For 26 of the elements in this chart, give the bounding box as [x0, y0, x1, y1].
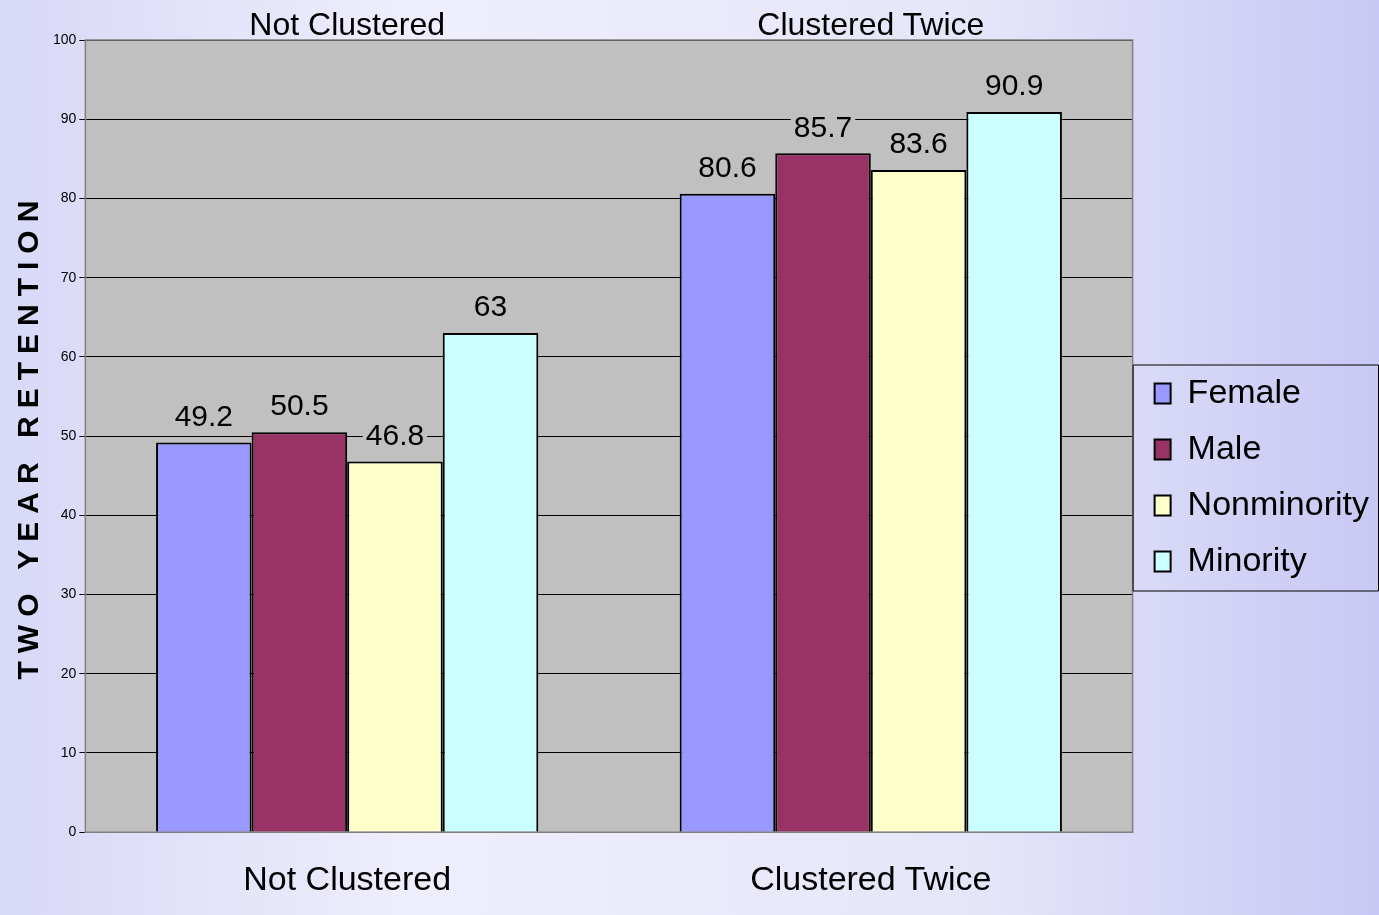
data-label: 63 [473, 289, 508, 323]
data-label: 50.5 [270, 388, 329, 422]
y-tick-label: 80 [60, 189, 77, 206]
legend-label: Nonminority [1187, 483, 1369, 522]
y-tick-label: 40 [60, 506, 77, 523]
data-label: 49.2 [174, 398, 234, 432]
data-label: 85.7 [793, 109, 853, 143]
y-tick-label: 20 [60, 664, 77, 681]
y-tick-label: 10 [60, 743, 77, 760]
y-tick-label: 60 [60, 347, 77, 364]
legend-label: Minority [1187, 539, 1307, 578]
legend-label: Male [1187, 427, 1262, 466]
data-label: 80.6 [698, 149, 757, 183]
legend-label: Female [1187, 371, 1301, 410]
data-label: 83.6 [889, 126, 948, 160]
text: Not Clustered [243, 858, 452, 897]
y-tick-label: 100 [53, 30, 77, 47]
y-tick-label: 50 [60, 426, 77, 443]
y-tick-label: 30 [60, 585, 77, 602]
y-tick-label: 0 [68, 823, 77, 840]
y-tick-label: 70 [60, 268, 77, 285]
y-axis-title: TWO YEAR RETENTION [11, 192, 45, 680]
data-label: 46.8 [365, 417, 425, 451]
y-tick-label: 90 [60, 110, 77, 127]
text: Clustered Twice [750, 858, 992, 897]
data-label: 90.9 [984, 68, 1044, 102]
